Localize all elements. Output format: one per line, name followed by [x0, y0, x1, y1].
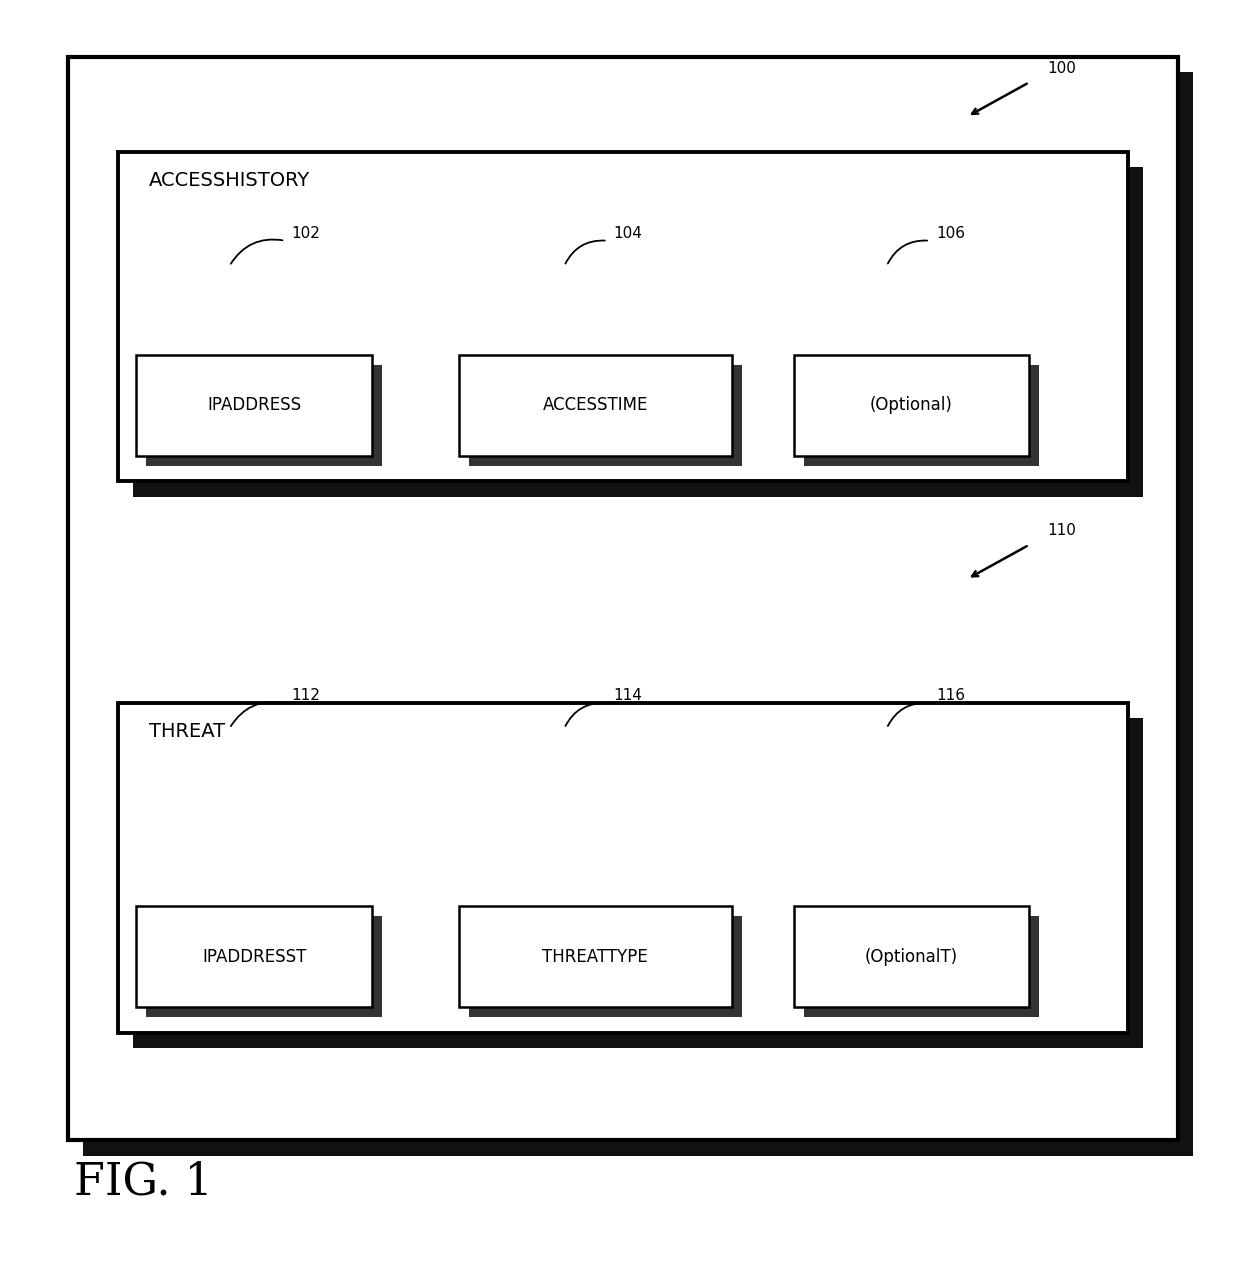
Bar	[804, 365, 1039, 466]
Text: ACCESSTIME: ACCESSTIME	[543, 397, 647, 414]
Bar	[136, 906, 372, 1007]
Text: 116: 116	[936, 688, 965, 703]
Bar	[136, 355, 372, 456]
Text: 100: 100	[1048, 61, 1076, 76]
Text: IPADDRESST: IPADDRESST	[202, 948, 306, 965]
Bar	[469, 365, 742, 466]
Bar	[804, 916, 1039, 1017]
Bar	[794, 906, 1029, 1007]
Text: 106: 106	[936, 226, 965, 241]
Bar	[146, 365, 382, 466]
Text: (Optional): (Optional)	[870, 397, 952, 414]
Text: 114: 114	[614, 688, 642, 703]
Text: 102: 102	[291, 226, 320, 241]
Text: IPADDRESS: IPADDRESS	[207, 397, 301, 414]
Text: THREAT: THREAT	[149, 722, 224, 741]
Bar	[68, 57, 1178, 1140]
Bar	[459, 906, 732, 1007]
Bar	[118, 703, 1128, 1033]
Bar	[794, 355, 1029, 456]
Text: 112: 112	[291, 688, 320, 703]
Text: (OptionalT): (OptionalT)	[864, 948, 959, 965]
Text: 110: 110	[1048, 523, 1076, 538]
Bar	[459, 355, 732, 456]
Bar	[133, 718, 1143, 1048]
Text: THREATTYPE: THREATTYPE	[542, 948, 649, 965]
Bar	[146, 916, 382, 1017]
Bar	[469, 916, 742, 1017]
Bar	[133, 167, 1143, 497]
Text: FIG. 1: FIG. 1	[74, 1161, 213, 1204]
Bar	[118, 152, 1128, 481]
Bar	[83, 72, 1193, 1156]
Text: 104: 104	[614, 226, 642, 241]
Text: ACCESSHISTORY: ACCESSHISTORY	[149, 171, 310, 190]
